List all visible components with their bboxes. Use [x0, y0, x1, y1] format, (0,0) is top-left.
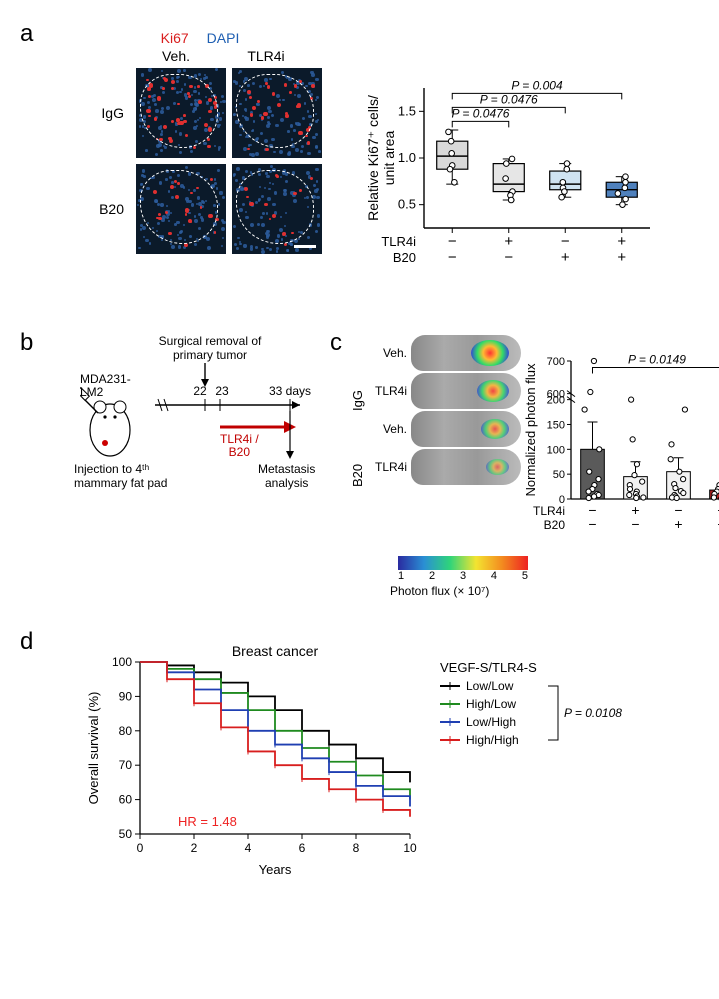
c-rowlabel-3: TLR4i: [371, 460, 407, 474]
svg-text:100: 100: [547, 444, 565, 456]
row-header-b20: B20: [80, 201, 130, 217]
micrograph-igg-veh: [136, 68, 226, 158]
surgery-label: Surgical removal of primary tumor: [150, 335, 270, 363]
svg-text:80: 80: [119, 724, 133, 738]
svg-text:B20: B20: [393, 250, 416, 265]
svg-text:−: −: [504, 249, 513, 266]
svg-text:60: 60: [119, 793, 133, 807]
panel-bc-row: b c 22 23: [30, 335, 689, 598]
svg-text:VEGF-S/TLR4-S: VEGF-S/TLR4-S: [440, 660, 537, 675]
stain-ki67-label: Ki67: [161, 30, 189, 46]
svg-text:−: −: [631, 516, 639, 532]
c-rowlabel-0: Veh.: [371, 346, 407, 360]
svg-text:0.5: 0.5: [398, 197, 416, 212]
mouse-image-2: [411, 411, 521, 447]
svg-text:−: −: [448, 249, 457, 266]
svg-text:High/High: High/High: [466, 733, 519, 747]
svg-text:6: 6: [299, 841, 306, 855]
svg-text:1.5: 1.5: [398, 103, 416, 118]
svg-text:33 days: 33 days: [269, 384, 311, 398]
svg-text:600: 600: [547, 389, 565, 401]
treatment-label: TLR4i / B20: [220, 433, 259, 459]
svg-text:1.0: 1.0: [398, 150, 416, 165]
panel-b-schematic: 22 23 33 days MDA231- LM2 Surgical remov…: [80, 335, 320, 505]
svg-text:Low/Low: Low/Low: [466, 679, 514, 693]
svg-text:+: +: [617, 233, 626, 250]
svg-text:10: 10: [403, 841, 417, 855]
micrograph-igg-tlr4i: [232, 68, 322, 158]
analysis-label: Metastasis analysis: [258, 463, 315, 491]
svg-text:P = 0.0476: P = 0.0476: [480, 92, 538, 106]
panel-c: IgG B20 Veh.TLR4iVeh.TLR4i 0501001502006…: [350, 335, 719, 598]
svg-text:P = 0.0108: P = 0.0108: [564, 706, 622, 720]
panel-d: d 02468105060708090100Breast cancerYears…: [30, 638, 689, 878]
mouse-image-1: [411, 373, 521, 409]
svg-text:unit area: unit area: [381, 131, 397, 186]
stain-dapi-label: DAPI: [207, 30, 240, 46]
svg-text:TLR4i: TLR4i: [533, 504, 565, 518]
panel-c-barchart: 050100150200600700Normalized photon flux…: [521, 335, 719, 550]
svg-text:High/Low: High/Low: [466, 697, 516, 711]
svg-text:150: 150: [547, 419, 565, 431]
c-group-igg: IgG: [350, 335, 365, 411]
svg-text:+: +: [617, 249, 626, 266]
panel-d-survival-chart: 0 2 4 6 8 10 50 60 70 80 90 100 Breast cancer Years Ov…: [80, 638, 680, 878]
svg-text:+: +: [674, 516, 682, 532]
panel-a: a Ki67 DAPI Veh. TLR4i IgGB20 0.51.01.5R…: [30, 30, 689, 295]
svg-text:+: +: [561, 249, 570, 266]
svg-text:+: +: [504, 233, 513, 250]
svg-text:100: 100: [112, 655, 132, 669]
svg-text:−: −: [561, 233, 570, 250]
svg-text:−: −: [588, 516, 596, 532]
svg-text:Low/High: Low/High: [466, 715, 516, 729]
svg-text:P = 0.004: P = 0.004: [511, 78, 563, 92]
svg-text:Overall survival (%): Overall survival (%): [86, 692, 101, 805]
col-header-veh: Veh.: [135, 48, 217, 64]
svg-text:50: 50: [119, 827, 133, 841]
colorbar-label: Photon flux (× 10⁷): [390, 584, 719, 598]
cell-line-label: MDA231- LM2: [80, 373, 131, 399]
panel-b-label: b: [20, 329, 33, 357]
svg-text:−: −: [448, 233, 457, 250]
svg-text:B20: B20: [544, 518, 566, 532]
svg-text:2: 2: [191, 841, 198, 855]
panel-a-boxplot: 0.5 1.0 1.5 Relative Ki67⁺ cells/unit area T…: [360, 30, 670, 295]
panel-a-micrographs: Ki67 DAPI Veh. TLR4i IgG B20: [80, 30, 320, 254]
svg-text:23: 23: [215, 384, 229, 398]
svg-text:50: 50: [553, 469, 565, 481]
svg-text:Relative Ki67⁺ cells/: Relative Ki67⁺ cells/: [365, 95, 381, 221]
colorbar-ticks: 12345: [398, 570, 528, 582]
svg-text:700: 700: [547, 356, 565, 368]
svg-text:P = 0.0149: P = 0.0149: [628, 353, 686, 367]
injection-label: Injection to 4ᵗʰ mammary fat pad: [74, 463, 167, 491]
colorbar: [398, 556, 528, 570]
micrograph-b20-veh: [136, 164, 226, 254]
svg-text:8: 8: [353, 841, 360, 855]
svg-text:TLR4i: TLR4i: [381, 234, 416, 249]
c-rowlabel-2: Veh.: [371, 422, 407, 436]
col-header-tlr4i: TLR4i: [225, 48, 307, 64]
svg-text:P = 0.0476: P = 0.0476: [452, 106, 510, 120]
svg-text:Normalized photon flux: Normalized photon flux: [523, 363, 538, 496]
panel-c-label: c: [330, 329, 342, 357]
svg-text:Years: Years: [259, 862, 292, 877]
micrograph-b20-tlr4i: [232, 164, 322, 254]
mouse-image-3: [411, 449, 521, 485]
row-header-igg: IgG: [80, 105, 130, 121]
mouse-image-0: [411, 335, 521, 371]
svg-text:0: 0: [137, 841, 144, 855]
svg-text:HR = 1.48: HR = 1.48: [178, 814, 237, 829]
panel-d-label: d: [20, 628, 33, 656]
panel-a-label: a: [20, 20, 33, 48]
svg-text:70: 70: [119, 758, 133, 772]
svg-text:Breast cancer: Breast cancer: [232, 643, 319, 659]
c-group-b20: B20: [350, 411, 365, 487]
svg-text:90: 90: [119, 689, 133, 703]
c-rowlabel-1: TLR4i: [371, 384, 407, 398]
svg-text:4: 4: [245, 841, 252, 855]
